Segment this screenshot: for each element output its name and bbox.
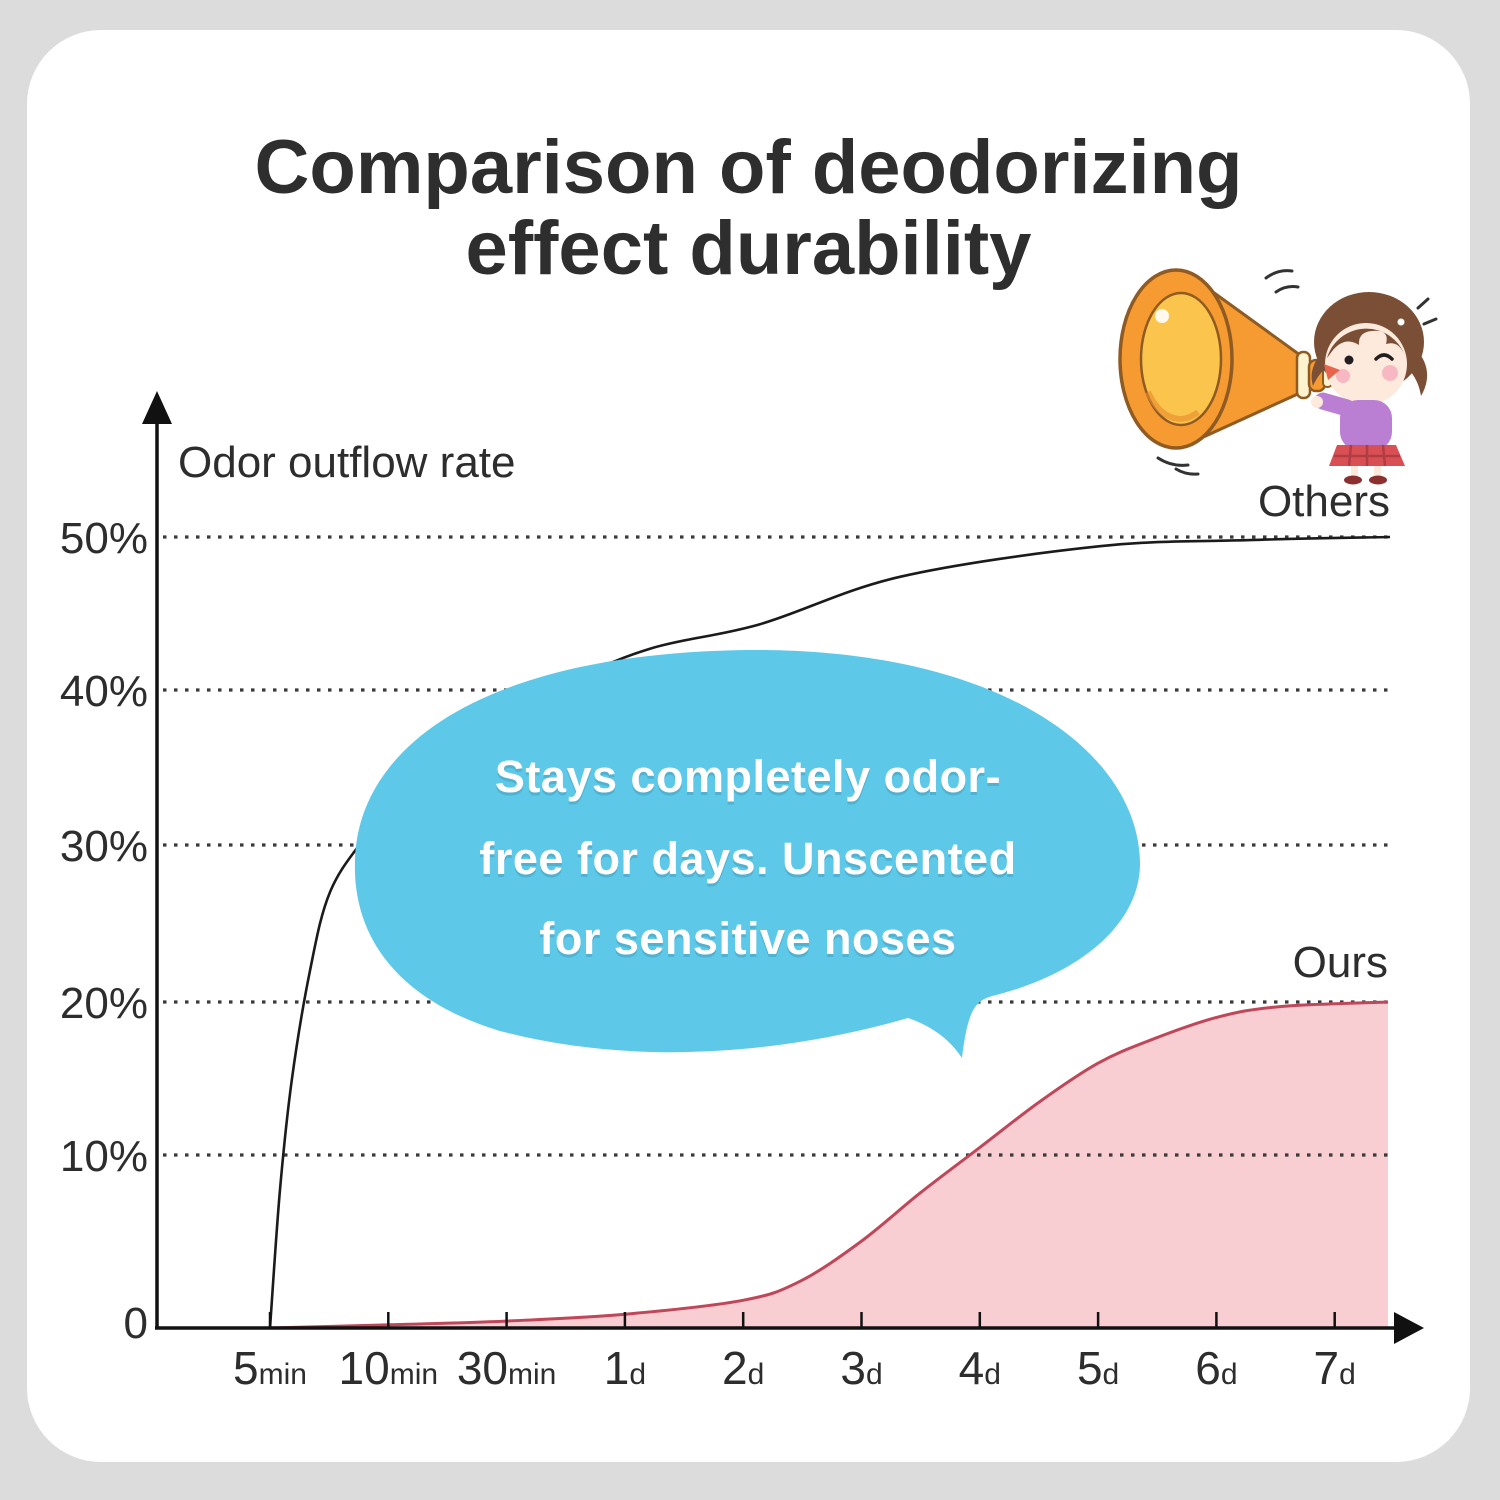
speech-bubble: Stays completely odor- free for days. Un… (354, 649, 1141, 1058)
megaphone-girl-illustration (1118, 268, 1438, 485)
x-axis-ticks (268, 1312, 1336, 1328)
ours-area-fill (270, 1002, 1388, 1328)
y-tick-label-30%: 30% (60, 822, 148, 871)
bubble-text-line2: free for days. Unscented (479, 833, 1016, 884)
x-tick-label-3d: 3d (840, 1342, 882, 1394)
chart-title-line1: Comparison of deodorizing (254, 125, 1243, 210)
x-tick-label-10min: 10min (339, 1342, 439, 1394)
chart-title-line2: effect durability (465, 205, 1032, 291)
x-tick-label-2d: 2d (722, 1342, 764, 1394)
axes (142, 391, 1424, 1344)
y-tick-label-10%: 10% (60, 1132, 148, 1181)
y-axis-labels: 50% 40% 30% 20% 10% 0 (60, 514, 148, 1348)
x-axis-labels: 5min 10min 30min 1d 2d 3d 4d 5d 6d 7d (233, 1342, 1356, 1394)
speech-bubble-shape (354, 649, 1141, 1058)
ours-series-label: Ours (1293, 938, 1388, 987)
x-tick-label-5min: 5min (233, 1342, 307, 1394)
x-tick-label-5d: 5d (1077, 1342, 1119, 1394)
x-tick-label-4d: 4d (959, 1342, 1001, 1394)
x-tick-label-6d: 6d (1195, 1342, 1237, 1394)
y-tick-label-0: 0 (124, 1299, 148, 1348)
x-axis-arrowhead (1394, 1312, 1424, 1344)
y-tick-label-20%: 20% (60, 979, 148, 1028)
girl-figure (1311, 292, 1438, 485)
chart-title: Comparison of deodorizing effect durabil… (27, 125, 1470, 291)
bubble-text-line3: for sensitive noses (539, 913, 956, 964)
y-axis-arrowhead (142, 391, 172, 424)
y-tick-label-40%: 40% (60, 667, 148, 716)
x-tick-label-30min: 30min (457, 1342, 557, 1394)
x-tick-label-7d: 7d (1314, 1342, 1356, 1394)
bubble-text-line1: Stays completely odor- (495, 751, 1001, 802)
y-axis-title: Odor outflow rate (178, 438, 516, 487)
x-tick-label-1d: 1d (604, 1342, 646, 1394)
y-tick-label-50%: 50% (60, 514, 148, 563)
others-series-label: Others (1258, 477, 1390, 526)
